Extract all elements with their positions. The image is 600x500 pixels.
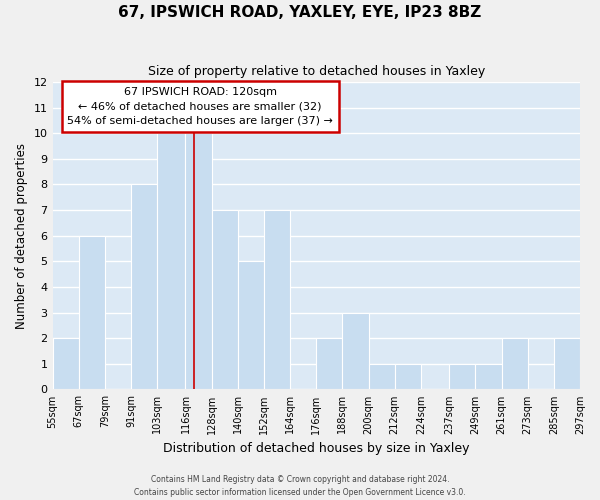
- Bar: [316, 338, 343, 390]
- Bar: [131, 184, 157, 390]
- Bar: [212, 210, 238, 390]
- Title: Size of property relative to detached houses in Yaxley: Size of property relative to detached ho…: [148, 65, 485, 78]
- X-axis label: Distribution of detached houses by size in Yaxley: Distribution of detached houses by size …: [163, 442, 470, 455]
- Bar: [53, 338, 79, 390]
- Bar: [238, 262, 264, 390]
- Bar: [368, 364, 395, 390]
- Bar: [475, 364, 502, 390]
- Text: 67 IPSWICH ROAD: 120sqm
← 46% of detached houses are smaller (32)
54% of semi-de: 67 IPSWICH ROAD: 120sqm ← 46% of detache…: [67, 86, 333, 126]
- Bar: [79, 236, 105, 390]
- Bar: [157, 133, 185, 390]
- Bar: [554, 338, 580, 390]
- Bar: [264, 210, 290, 390]
- Text: 67, IPSWICH ROAD, YAXLEY, EYE, IP23 8BZ: 67, IPSWICH ROAD, YAXLEY, EYE, IP23 8BZ: [118, 5, 482, 20]
- Bar: [449, 364, 475, 390]
- Bar: [395, 364, 421, 390]
- Y-axis label: Number of detached properties: Number of detached properties: [15, 142, 28, 328]
- Bar: [185, 133, 212, 390]
- Bar: [343, 312, 368, 390]
- Text: Contains HM Land Registry data © Crown copyright and database right 2024.
Contai: Contains HM Land Registry data © Crown c…: [134, 476, 466, 497]
- Bar: [502, 338, 527, 390]
